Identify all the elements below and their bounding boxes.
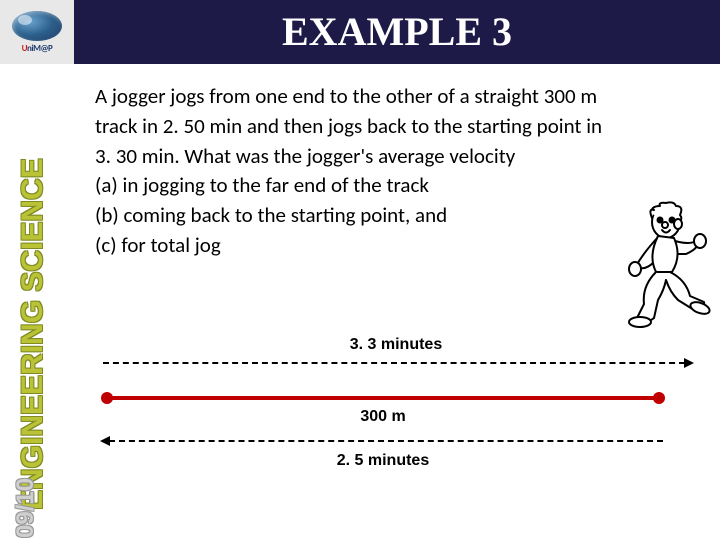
sidebar-main-label: ENGINEERING SCIENCE	[16, 158, 50, 510]
diagram-distance-label: 300 m	[103, 408, 663, 426]
problem-text: A jogger jogs from one end to the other …	[95, 82, 613, 261]
problem-item-b: (b) coming back to the starting point, a…	[95, 202, 447, 228]
jogger-icon	[614, 200, 714, 330]
problem-paragraph: A jogger jogs from one end to the other …	[95, 83, 602, 169]
left-column: ENGINEERING SCIENCE 09/10	[0, 64, 74, 540]
problem-item-a: (a) in jogging to the far end of the tra…	[95, 172, 429, 198]
diagram-track-line	[103, 396, 663, 400]
diagram-top-label: 3. 3 minutes	[103, 336, 689, 354]
logo: UniM@P	[0, 0, 74, 64]
slide-title: EXAMPLE 3	[74, 8, 720, 55]
diagram-bottom-arrow	[109, 440, 663, 442]
track-diagram: 3. 3 minutes 300 m 2. 5 minutes	[103, 340, 693, 490]
track-end-dot-icon	[653, 392, 665, 404]
diagram-top-arrow	[103, 362, 685, 364]
track-start-dot-icon	[101, 392, 113, 404]
logo-text: UniM@P	[22, 43, 53, 54]
diagram-bottom-label: 2. 5 minutes	[103, 452, 663, 470]
logo-ellipse-icon	[12, 11, 62, 41]
sidebar-year-label: 09/10	[12, 478, 40, 538]
problem-item-c: (c) for total jog	[95, 232, 221, 258]
